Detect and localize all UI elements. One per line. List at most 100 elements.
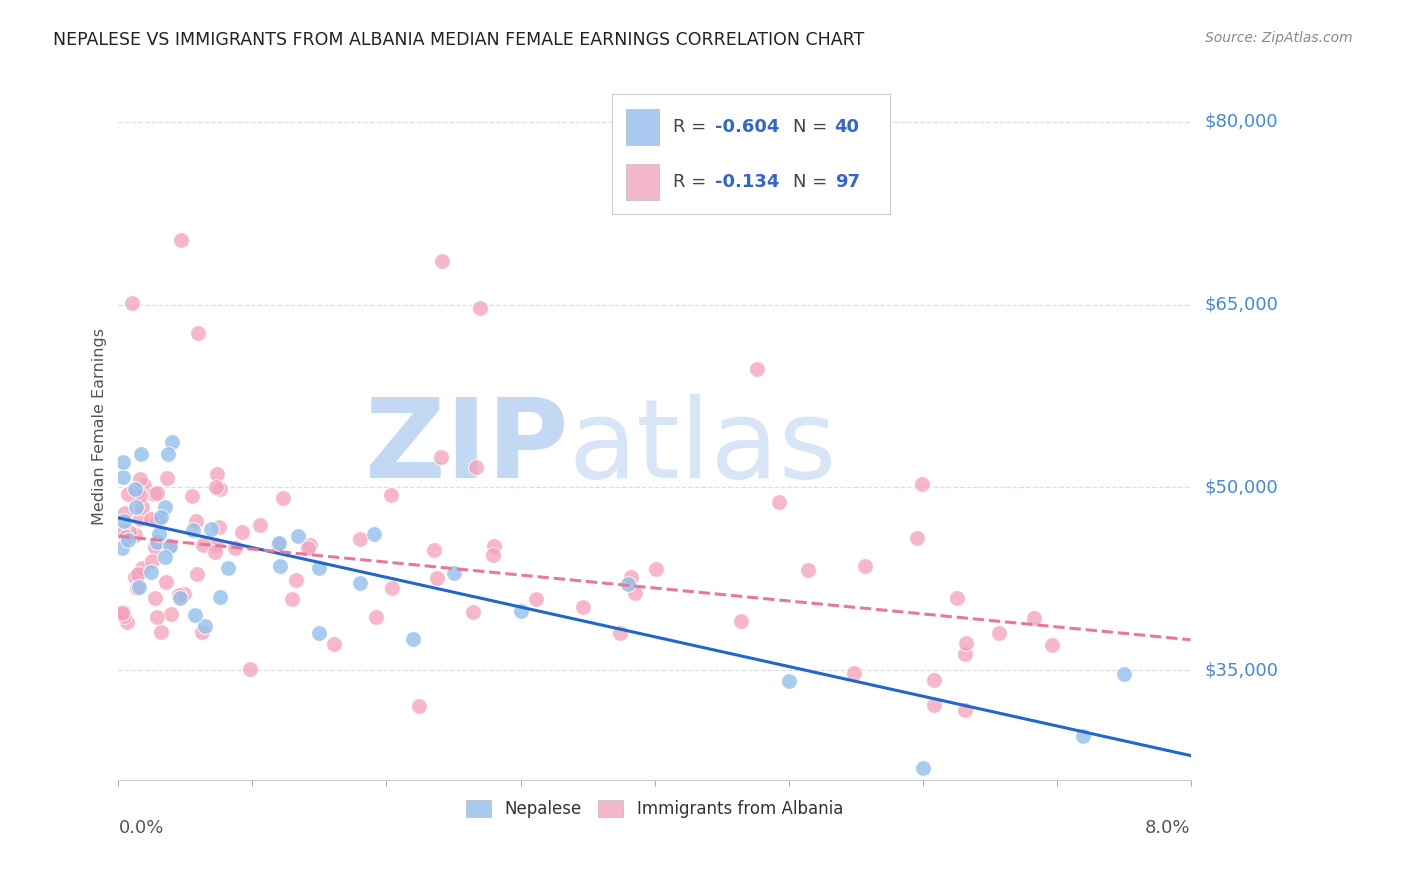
Point (193, 538, 215, 552)
Point (111, 455, 134, 469)
Point (953, 647, 976, 661)
Point (208, 590, 231, 604)
Point (284, 574, 307, 588)
Point (922, 673, 945, 688)
Point (249, 518, 271, 533)
Point (619, 570, 641, 584)
Point (955, 636, 977, 650)
Point (778, 673, 800, 688)
Point (124, 482, 146, 496)
Point (149, 625, 172, 640)
Point (922, 698, 945, 713)
Point (463, 605, 485, 619)
Point (173, 587, 195, 601)
Point (364, 610, 387, 624)
Text: atlas: atlas (569, 394, 837, 501)
Point (112, 608, 135, 623)
Point (298, 538, 321, 552)
Point (155, 574, 177, 589)
Point (426, 571, 449, 585)
Point (184, 514, 207, 528)
Point (844, 665, 866, 680)
Text: $50,000: $50,000 (1205, 478, 1278, 497)
Point (153, 500, 176, 515)
Point (239, 662, 262, 676)
Point (183, 608, 205, 623)
Point (381, 581, 404, 595)
Point (204, 545, 226, 559)
Point (267, 537, 290, 551)
Text: $35,000: $35,000 (1205, 661, 1278, 680)
Point (482, 539, 505, 553)
Point (208, 482, 231, 496)
Text: 8.0%: 8.0% (1144, 819, 1191, 837)
Point (160, 435, 183, 450)
Point (465, 460, 488, 475)
Point (208, 520, 231, 534)
Point (509, 604, 531, 618)
Point (131, 500, 153, 514)
Point (430, 253, 453, 268)
Point (118, 524, 141, 539)
Text: ZIP: ZIP (366, 394, 569, 501)
Point (217, 561, 239, 575)
Point (191, 625, 214, 640)
Point (423, 543, 446, 558)
Point (609, 625, 631, 640)
Point (115, 615, 138, 630)
Point (194, 619, 217, 633)
Point (1040, 638, 1063, 652)
Point (160, 607, 183, 622)
Point (430, 450, 453, 464)
Point (112, 514, 135, 528)
Point (224, 541, 246, 555)
Point (624, 586, 647, 600)
Point (911, 761, 934, 775)
Point (145, 591, 167, 606)
Point (128, 580, 150, 594)
Point (156, 470, 179, 484)
Point (169, 591, 191, 606)
Point (408, 698, 430, 713)
Point (125, 500, 148, 514)
Point (269, 536, 291, 550)
Point (129, 447, 152, 461)
Point (132, 478, 155, 492)
Point (139, 565, 162, 579)
Point (281, 592, 304, 607)
Point (169, 233, 191, 247)
Point (167, 588, 190, 602)
Point (572, 600, 595, 615)
Point (121, 296, 143, 310)
Point (524, 592, 547, 607)
Point (308, 625, 330, 640)
Point (186, 567, 208, 582)
Point (117, 533, 139, 548)
Point (148, 526, 170, 541)
Point (157, 540, 180, 554)
Point (146, 486, 169, 500)
Text: Source: ZipAtlas.com: Source: ZipAtlas.com (1205, 31, 1353, 45)
Point (129, 512, 152, 526)
Point (111, 606, 134, 620)
Point (349, 576, 371, 591)
Point (644, 562, 666, 576)
Text: 0.0%: 0.0% (118, 819, 165, 837)
Point (796, 563, 818, 577)
Point (323, 637, 346, 651)
Point (768, 495, 790, 509)
Point (730, 614, 752, 628)
Point (146, 609, 169, 624)
Point (231, 525, 253, 540)
Point (131, 560, 153, 574)
Text: NEPALESE VS IMMIGRANTS FROM ALBANIA MEDIAN FEMALE EARNINGS CORRELATION CHART: NEPALESE VS IMMIGRANTS FROM ALBANIA MEDI… (53, 31, 865, 49)
Point (1112, 667, 1135, 681)
Point (205, 467, 228, 481)
Point (129, 489, 152, 503)
Point (946, 591, 969, 605)
Point (153, 550, 176, 565)
Point (141, 554, 163, 568)
Point (616, 577, 638, 591)
Point (853, 558, 876, 573)
Point (149, 510, 172, 524)
